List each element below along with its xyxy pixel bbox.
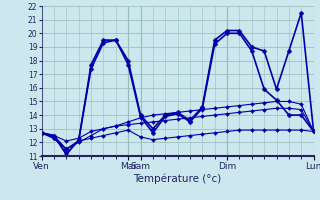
X-axis label: Température (°c): Température (°c)	[133, 173, 222, 184]
